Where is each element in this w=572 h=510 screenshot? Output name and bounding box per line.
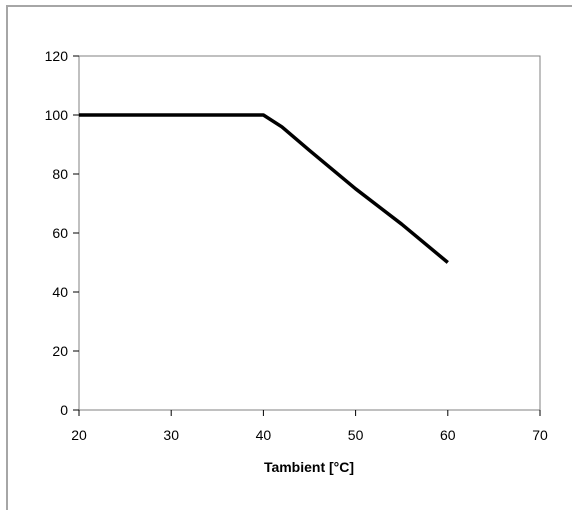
- x-tick-label: 60: [440, 427, 456, 443]
- y-tick-label: 120: [45, 48, 69, 64]
- x-tick-label: 50: [348, 427, 364, 443]
- y-tick-label: 80: [52, 166, 68, 182]
- y-tick-label: 20: [52, 343, 68, 359]
- x-axis-ticks: 20 30 40 50 60 70: [71, 410, 548, 443]
- x-tick-label: 30: [163, 427, 179, 443]
- y-tick-label: 40: [52, 284, 68, 300]
- x-tick-label: 70: [532, 427, 548, 443]
- chart-frame: [6, 5, 572, 510]
- x-axis-title: Tambient [°C]: [264, 459, 354, 475]
- x-tick-label: 20: [71, 427, 87, 443]
- y-axis-ticks: 0 20 40 60 80 100 120: [45, 48, 79, 418]
- series-line: [79, 113, 449, 264]
- y-tick-label: 60: [52, 225, 68, 241]
- x-tick-label: 40: [256, 427, 272, 443]
- series-layer: [79, 113, 449, 264]
- y-tick-label: 100: [45, 107, 69, 123]
- plot-border: [78, 55, 541, 411]
- plot-area: [78, 55, 541, 411]
- y-tick-label: 0: [60, 402, 68, 418]
